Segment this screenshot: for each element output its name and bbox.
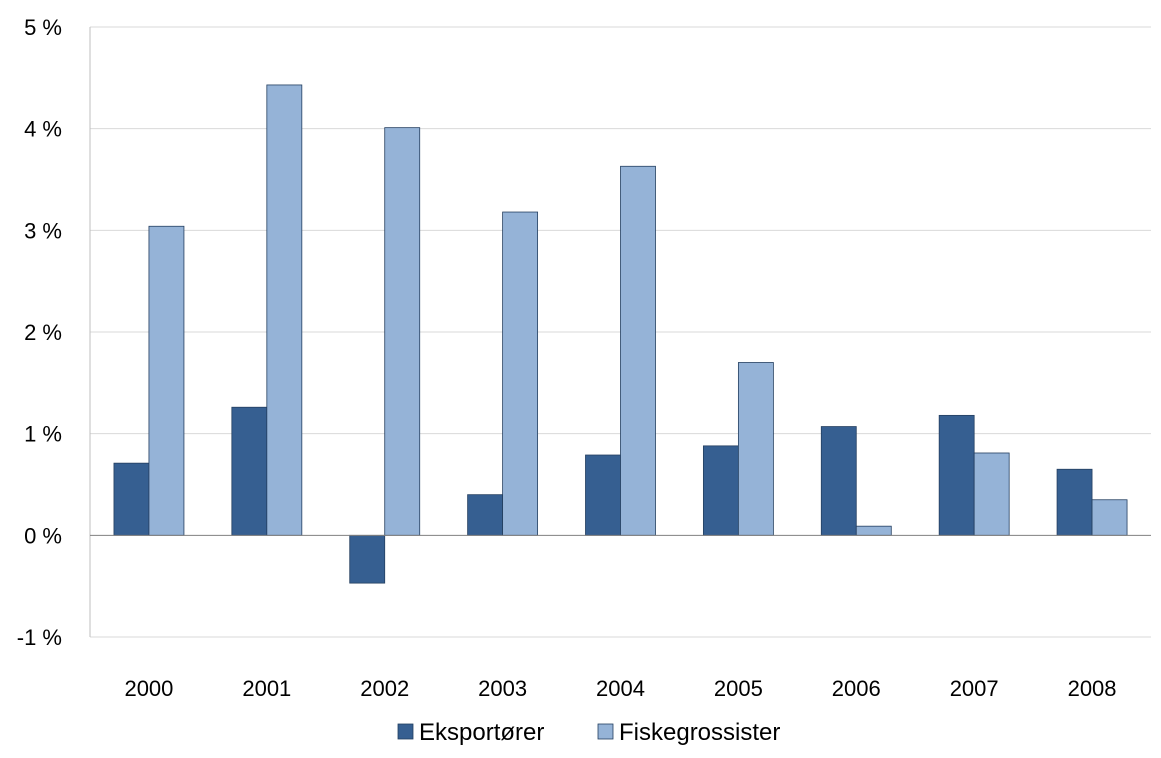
legend-label: Fiskegrossister <box>619 719 780 746</box>
y-tick-label: 2 % <box>24 320 62 345</box>
bar-eksport-rer-2001 <box>231 406 268 536</box>
bar-fiskegrossister-2004 <box>620 165 656 536</box>
x-tick-label: 2004 <box>596 676 645 701</box>
bar-fiskegrossister-2005 <box>737 362 774 536</box>
bar-fiskegrossister-2008 <box>1091 499 1128 536</box>
y-tick-label: 5 % <box>24 15 62 40</box>
x-tick-label: 2008 <box>1068 676 1117 701</box>
x-tick-label: 2001 <box>242 676 291 701</box>
bar-fiskegrossister-2000 <box>148 225 185 536</box>
y-tick-label: 4 % <box>24 117 62 142</box>
legend-swatch <box>397 723 414 740</box>
bar-eksport-rer-2000 <box>113 462 150 536</box>
x-tick-label: 2005 <box>714 676 763 701</box>
x-tick-label: 2000 <box>124 676 173 701</box>
x-tick-label: 2007 <box>950 676 999 701</box>
legend-label: Eksportører <box>419 719 544 746</box>
y-tick-label: 3 % <box>24 218 62 243</box>
x-tick-label: 2002 <box>360 676 409 701</box>
bar-eksport-rer-2002 <box>349 534 386 584</box>
bar-eksport-rer-2005 <box>702 445 739 536</box>
x-tick-label: 2003 <box>478 676 527 701</box>
y-tick-label: 1 % <box>24 422 62 447</box>
legend: Eksportører Fiskegrossister <box>397 719 780 746</box>
x-tick-label: 2006 <box>832 676 881 701</box>
bar-fiskegrossister-2002 <box>384 127 421 536</box>
y-tick-label: 0 % <box>24 523 62 548</box>
bar-eksport-rer-2008 <box>1056 468 1093 536</box>
legend-swatch <box>597 723 614 740</box>
bar-eksport-rer-2006 <box>820 426 857 536</box>
bar-fiskegrossister-2006 <box>855 525 892 536</box>
bar-eksport-rer-2007 <box>938 414 975 536</box>
bar-eksport-rer-2004 <box>585 454 621 536</box>
bar-fiskegrossister-2001 <box>266 84 303 536</box>
bar-eksport-rer-2003 <box>467 494 504 536</box>
x-axis: 2000 2001 2002 2003 2004 2005 2006 2007 2008 <box>124 676 1116 701</box>
y-axis: -1 % 0 % 1 % 2 % 3 % 4 % 5 % <box>17 15 91 650</box>
bars <box>113 84 1128 584</box>
bar-fiskegrossister-2007 <box>973 452 1010 536</box>
y-tick-label: -1 % <box>17 625 62 650</box>
bar-fiskegrossister-2003 <box>502 211 539 536</box>
